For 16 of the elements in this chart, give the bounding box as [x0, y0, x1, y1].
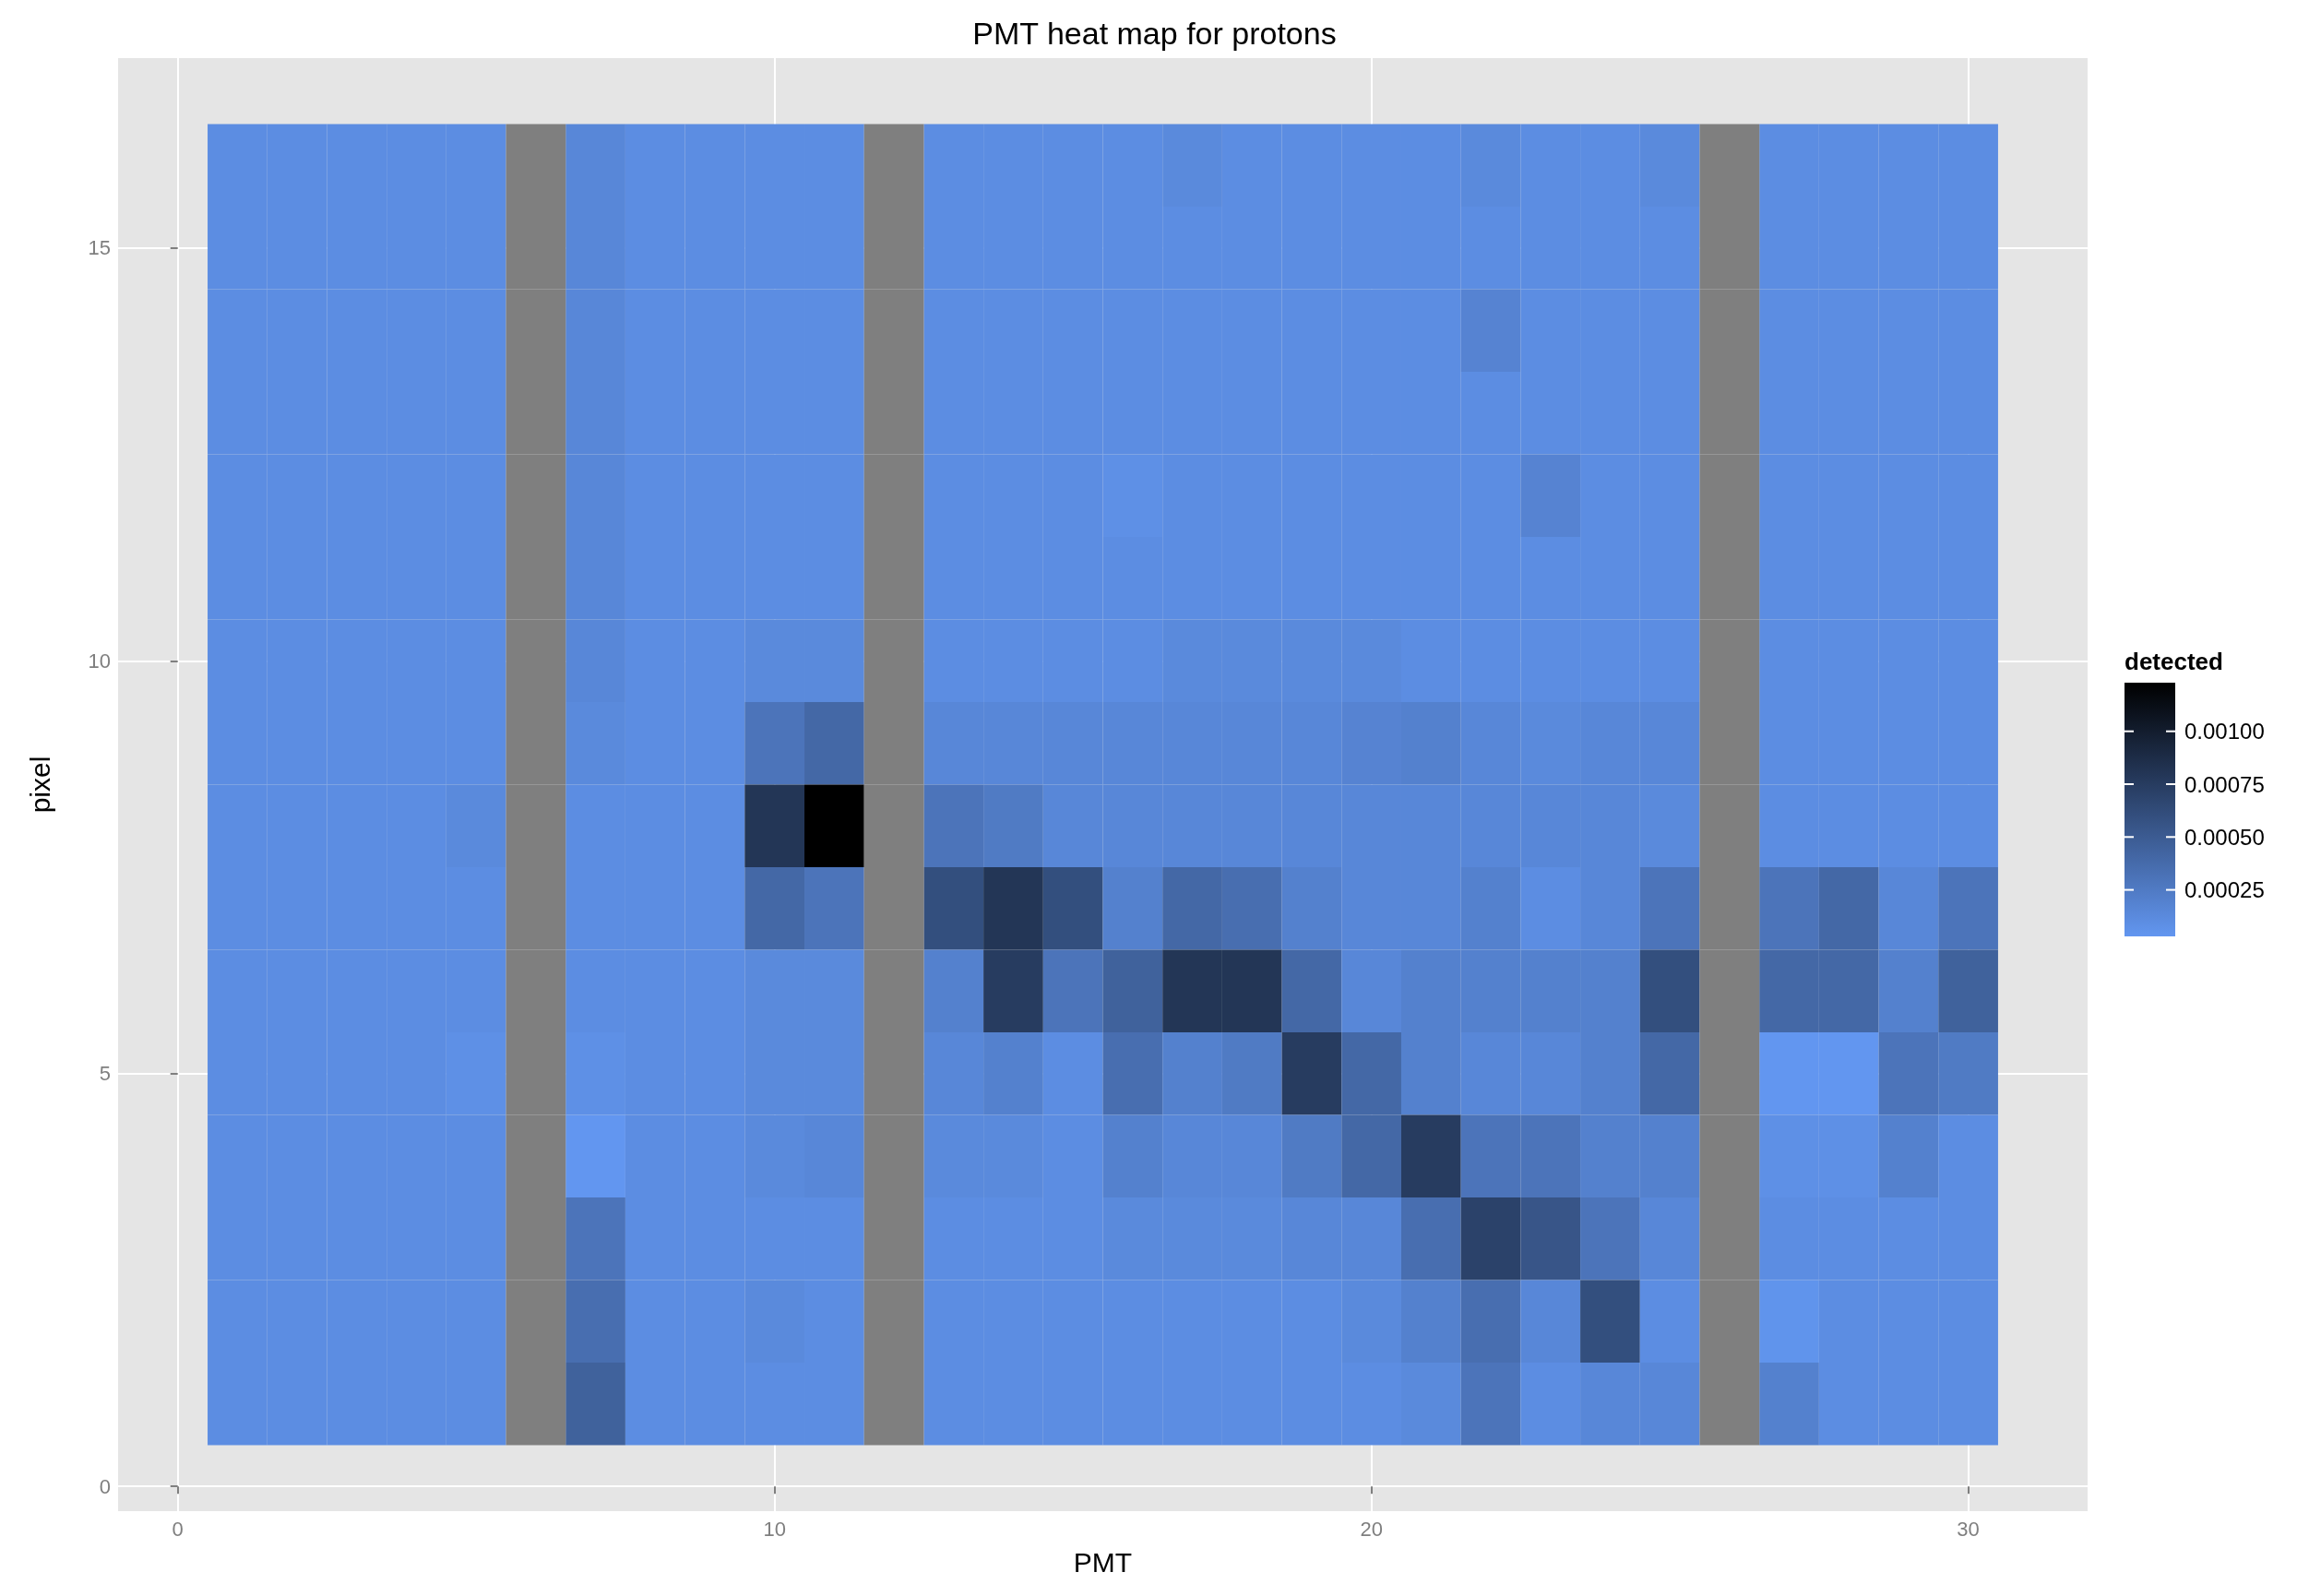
y-tick-label: 0	[99, 1474, 111, 1498]
color-bar-label: 0.00075	[2184, 771, 2265, 797]
x-tick-label: 10	[763, 1517, 786, 1541]
x-axis-title: PMT	[1073, 1546, 1133, 1578]
chart-title: PMT heat map for protons	[972, 16, 1337, 51]
color-bar-label: 0.00100	[2184, 719, 2265, 744]
x-tick-label: 30	[1957, 1517, 1980, 1541]
color-bar-title: detected	[2125, 648, 2223, 675]
color-bar-label: 0.00050	[2184, 824, 2265, 850]
x-tick-label: 0	[172, 1517, 184, 1541]
color-bar-label: 0.00025	[2184, 877, 2265, 903]
y-tick-label: 5	[99, 1062, 111, 1086]
x-tick-label: 20	[1360, 1517, 1383, 1541]
y-tick-label: 15	[88, 236, 111, 260]
y-tick-label: 10	[88, 649, 111, 673]
y-axis-title: pixel	[24, 756, 55, 814]
